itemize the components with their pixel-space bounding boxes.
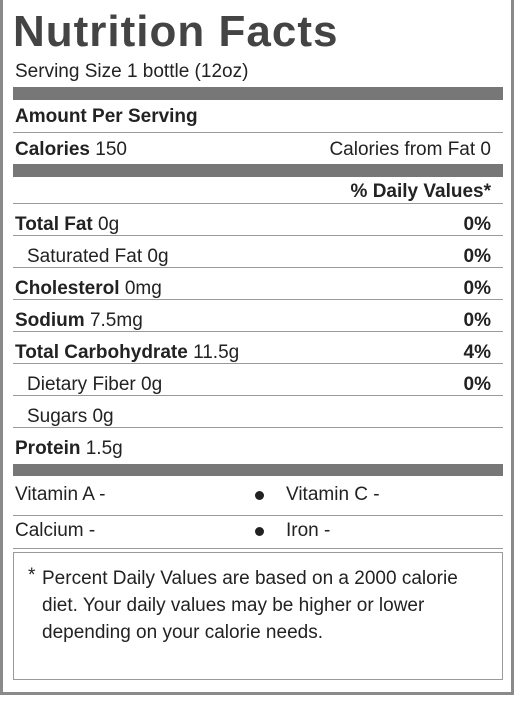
nutrient-name: Sugars bbox=[27, 406, 88, 427]
divider bbox=[13, 331, 503, 332]
nutrient-name: Total Fat bbox=[15, 214, 93, 235]
divider bbox=[13, 395, 503, 396]
calories-label: Calories bbox=[15, 139, 90, 160]
nutrient-percent: 0% bbox=[463, 214, 491, 235]
nutrient-name: Dietary Fiber bbox=[27, 374, 136, 395]
nutrient-percent: 0% bbox=[463, 374, 491, 395]
nutrient-percent: 4% bbox=[463, 342, 491, 363]
calories-from-fat: Calories from Fat 0 bbox=[329, 139, 491, 160]
bullet bbox=[255, 491, 264, 500]
divider bbox=[13, 363, 503, 364]
nutrient-percent: 0% bbox=[463, 246, 491, 267]
divider bbox=[13, 164, 503, 177]
nutrient-row: Cholesterol 0mg bbox=[15, 278, 162, 300]
nutrient-name: Sodium bbox=[15, 310, 85, 331]
nutrient-row: Total Carbohydrate 11.5g bbox=[15, 342, 239, 364]
nutrient-name: Cholesterol bbox=[15, 278, 120, 299]
nutrient-amount: 0g bbox=[98, 214, 120, 235]
nutrient-amount: 1.5g bbox=[85, 438, 123, 459]
nutrient-amount: 0g bbox=[92, 406, 114, 427]
divider bbox=[13, 87, 503, 100]
nutrient-row: Protein 1.5g bbox=[15, 438, 123, 460]
nutrient-percent: 0% bbox=[463, 310, 491, 331]
divider bbox=[13, 132, 503, 133]
nutrient-name: Saturated Fat bbox=[27, 246, 143, 267]
divider bbox=[13, 267, 503, 268]
nutrient-row: Dietary Fiber 0g bbox=[27, 374, 162, 396]
calories: Calories 150 bbox=[15, 139, 127, 161]
nutrition-label: Nutrition Facts Serving Size 1 bottle (1… bbox=[0, 0, 514, 695]
nutrient-name: Total Carbohydrate bbox=[15, 342, 188, 363]
bullet bbox=[255, 527, 264, 536]
footnote-mark: * bbox=[28, 565, 36, 586]
nutrient-amount: 0g bbox=[141, 374, 163, 395]
calories-value: 150 bbox=[95, 139, 127, 160]
divider bbox=[13, 299, 503, 300]
nutrient-amount: 0g bbox=[147, 246, 169, 267]
divider bbox=[13, 203, 503, 204]
nutrient-row: Sugars 0g bbox=[27, 406, 114, 428]
vitamin: Vitamin A - bbox=[15, 484, 106, 505]
divider bbox=[13, 515, 503, 516]
footnote: Percent Daily Values are based on a 2000… bbox=[42, 568, 458, 643]
divider bbox=[13, 548, 503, 549]
title: Nutrition Facts bbox=[13, 7, 339, 56]
nutrient-amount: 11.5g bbox=[193, 342, 240, 363]
nutrient-amount: 7.5mg bbox=[89, 310, 143, 331]
amount-per-serving: Amount Per Serving bbox=[15, 106, 198, 127]
divider bbox=[13, 235, 503, 236]
serving-size: Serving Size 1 bottle (12oz) bbox=[15, 61, 249, 82]
footnote-box: * Percent Daily Values are based on a 20… bbox=[13, 552, 503, 680]
vitamin: Iron - bbox=[286, 520, 331, 541]
nutrient-row: Saturated Fat 0g bbox=[27, 246, 169, 268]
vitamin: Calcium - bbox=[15, 520, 96, 541]
nutrient-amount: 0mg bbox=[124, 278, 162, 299]
nutrient-name: Protein bbox=[15, 438, 81, 459]
nutrient-row: Sodium 7.5mg bbox=[15, 310, 143, 332]
nutrient-row: Total Fat 0g bbox=[15, 214, 119, 236]
divider bbox=[13, 427, 503, 428]
nutrient-percent: 0% bbox=[463, 278, 491, 299]
vitamin: Vitamin C - bbox=[286, 484, 380, 505]
divider bbox=[13, 464, 503, 476]
daily-values-header: % Daily Values* bbox=[350, 181, 491, 202]
